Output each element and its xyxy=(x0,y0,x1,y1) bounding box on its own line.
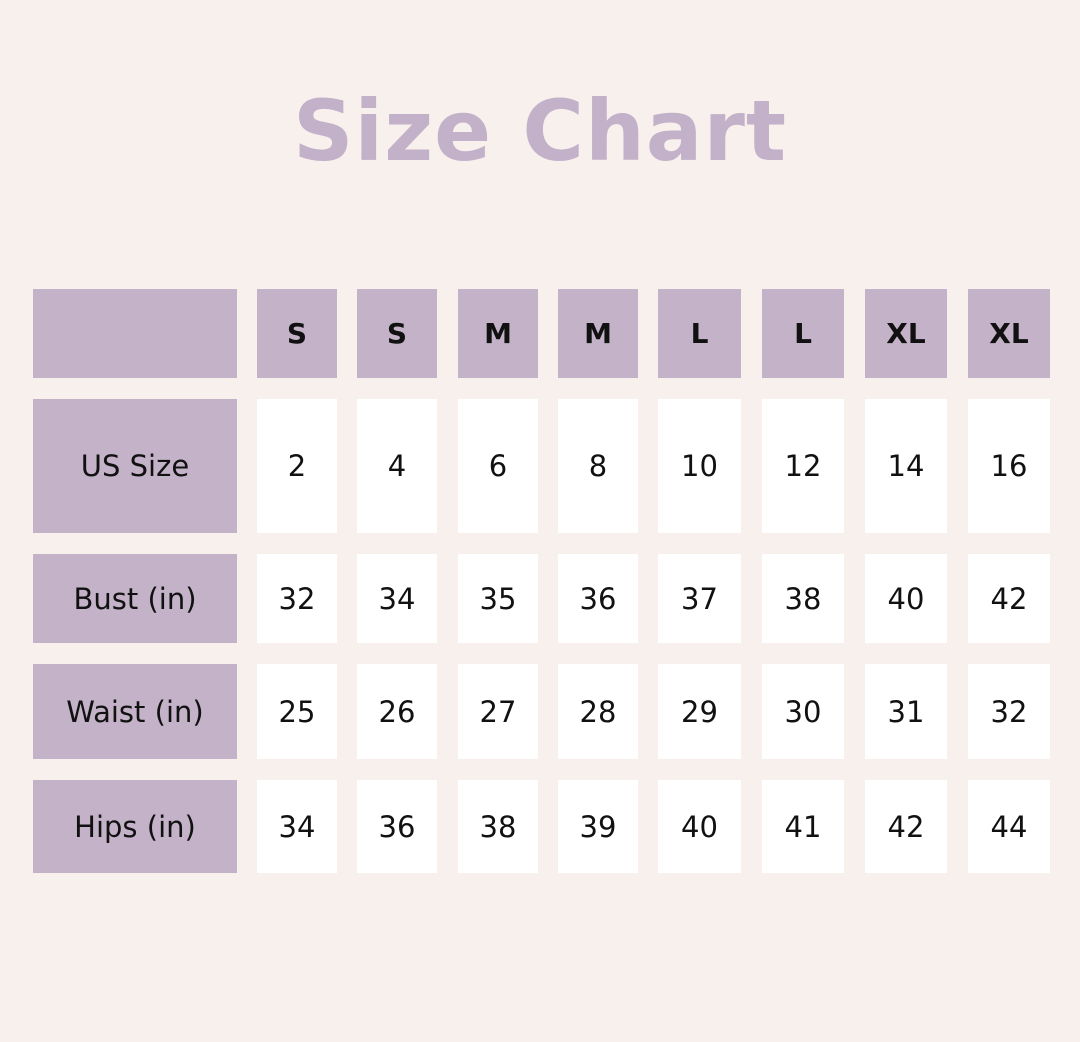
table-cell: 42 xyxy=(968,554,1050,643)
table-cell: 38 xyxy=(762,554,844,643)
table-cell: 37 xyxy=(658,554,741,643)
table-cell: 26 xyxy=(357,664,437,759)
table-cell: 40 xyxy=(865,554,947,643)
table-cell: 34 xyxy=(257,780,337,873)
table-cell: 6 xyxy=(458,399,538,533)
table-cell: 4 xyxy=(357,399,437,533)
column-header: M xyxy=(558,289,638,378)
table-cell: 40 xyxy=(658,780,741,873)
table-cell: 41 xyxy=(762,780,844,873)
table-cell: 30 xyxy=(762,664,844,759)
table-cell: 2 xyxy=(257,399,337,533)
row-label: Hips (in) xyxy=(33,780,237,873)
table-cell: 27 xyxy=(458,664,538,759)
page-title: Size Chart xyxy=(292,82,788,180)
row-label: Waist (in) xyxy=(33,664,237,759)
table-cell: 36 xyxy=(558,554,638,643)
corner-header-cell xyxy=(33,289,237,378)
table-cell: 36 xyxy=(357,780,437,873)
table-cell: 10 xyxy=(658,399,741,533)
table-cell: 32 xyxy=(968,664,1050,759)
table-cell: 31 xyxy=(865,664,947,759)
table-cell: 34 xyxy=(357,554,437,643)
table-cell: 28 xyxy=(558,664,638,759)
row-label: Bust (in) xyxy=(33,554,237,643)
column-header: S xyxy=(357,289,437,378)
row-label: US Size xyxy=(33,399,237,533)
column-header: L xyxy=(762,289,844,378)
table-cell: 16 xyxy=(968,399,1050,533)
table-cell: 42 xyxy=(865,780,947,873)
table-cell: 25 xyxy=(257,664,337,759)
table-cell: 14 xyxy=(865,399,947,533)
table-cell: 38 xyxy=(458,780,538,873)
column-header: XL xyxy=(968,289,1050,378)
table-cell: 35 xyxy=(458,554,538,643)
column-header: S xyxy=(257,289,337,378)
column-header: L xyxy=(658,289,741,378)
table-cell: 32 xyxy=(257,554,337,643)
table-cell: 29 xyxy=(658,664,741,759)
table-cell: 39 xyxy=(558,780,638,873)
table-cell: 8 xyxy=(558,399,638,533)
table-cell: 44 xyxy=(968,780,1050,873)
column-header: M xyxy=(458,289,538,378)
table-cell: 12 xyxy=(762,399,844,533)
column-header: XL xyxy=(865,289,947,378)
